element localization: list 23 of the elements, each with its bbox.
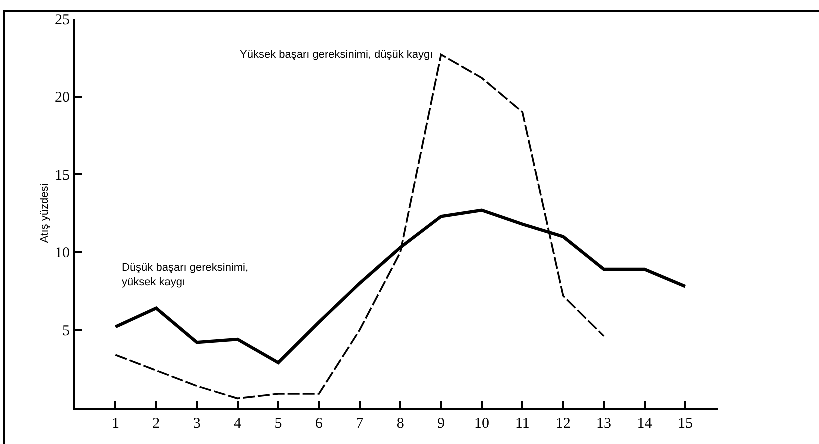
x-tick-label: 13 bbox=[596, 416, 612, 432]
x-tick-label: 4 bbox=[234, 416, 242, 432]
y-tick-label: 25 bbox=[55, 12, 70, 28]
series-label: Yüksek başarı gereksinimi, düşük kaygı bbox=[240, 49, 434, 61]
x-tick-label: 11 bbox=[515, 416, 530, 432]
y-tick-label: 5 bbox=[62, 323, 70, 340]
x-tick-label: 10 bbox=[474, 416, 490, 432]
x-tick-label: 6 bbox=[315, 416, 324, 432]
y-tick-label: 15 bbox=[55, 168, 70, 184]
x-tick-label: 12 bbox=[556, 416, 571, 432]
y-tick-label: 20 bbox=[55, 90, 70, 106]
y-tick-label: 10 bbox=[55, 246, 70, 262]
x-tick-label: 14 bbox=[637, 416, 653, 432]
x-tick-label: 8 bbox=[396, 416, 404, 432]
y-axis-title: Atış yüzdesi bbox=[39, 184, 52, 244]
x-tick-label: 2 bbox=[152, 416, 160, 432]
x-tick-label: 9 bbox=[438, 416, 446, 432]
x-tick-label: 7 bbox=[356, 416, 364, 432]
x-tick-label: 5 bbox=[274, 416, 282, 432]
x-tick-label: 15 bbox=[678, 416, 693, 432]
text: Düşük başarı gereksinimi, yüksek kaygı bbox=[122, 262, 249, 288]
x-tick-label: 1 bbox=[112, 416, 120, 432]
x-tick-label: 3 bbox=[193, 416, 201, 432]
